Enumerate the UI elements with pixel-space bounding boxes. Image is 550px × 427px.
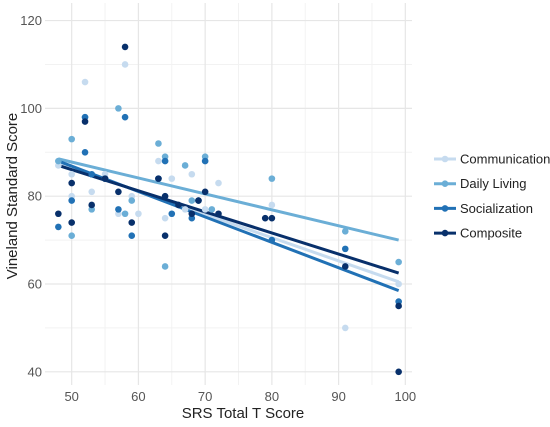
y-tick-label: 80 [28,189,42,204]
data-points [55,43,402,376]
legend-swatch-point [441,180,449,187]
socialization-point [115,206,122,213]
x-tick-label: 60 [131,389,145,404]
daily-living-point [395,258,402,266]
socialization-point [55,223,62,231]
communication-point [395,280,402,288]
daily-living-point [68,232,75,240]
x-tick-label: 90 [331,389,345,404]
socialization-point [121,113,129,121]
legend-label: Communication [460,152,550,167]
composite-point [161,232,169,240]
legend-swatch-point [441,205,449,212]
socialization-point [128,232,136,240]
composite-point [268,214,276,222]
x-tick-label: 80 [265,389,279,404]
socialization-point [81,148,89,156]
daily-living-trend-line [57,157,400,242]
socialization-point [88,170,96,178]
socialization-point [161,157,169,165]
composite-point [395,302,402,310]
composite-point [215,210,222,218]
composite-point [128,219,136,226]
daily-living-point [268,175,276,182]
composite-point [201,188,209,196]
communication-point [161,214,169,222]
composite-point [81,118,89,125]
trend-lines [57,157,400,292]
legend-swatch-point [441,229,449,237]
composite-point [261,214,269,222]
legend-item-composite: Composite [434,226,522,241]
composite-point [395,368,402,376]
composite-point [68,179,75,187]
daily-living-point [55,157,62,165]
daily-living-point [121,210,129,218]
daily-living-point [128,197,136,204]
socialization-point [168,210,176,218]
composite-point [195,197,202,204]
daily-living-point [115,105,122,112]
daily-living-point [341,228,349,235]
daily-living-point [155,140,162,147]
legend-label: Daily Living [460,176,526,191]
x-tick-label: 50 [64,389,78,404]
x-tick-label: 100 [394,389,416,404]
legend: Communication Daily Living Socialization Co… [434,152,550,241]
y-tick-label: 60 [28,277,42,292]
communication-point [201,206,209,213]
daily-living-point [188,197,196,204]
composite-point [115,188,122,196]
socialization-point [68,197,75,204]
communication-point [81,78,89,86]
daily-living-point [208,206,216,213]
legend-item-socialization: Socialization [434,201,533,216]
communication-point [341,324,349,332]
communication-point [68,170,75,178]
composite-point [68,219,75,226]
socialization-point [268,236,276,244]
legend-swatch-point [441,155,449,163]
communication-point [168,175,176,182]
socialization-point [341,245,349,253]
composite-point [121,43,129,51]
composite-point [188,210,196,218]
communication-point [135,210,142,218]
y-axis-title: Vineland Standard Score [4,113,21,280]
socialization-point [201,157,209,165]
communication-point [268,201,276,209]
daily-living-point [181,162,189,169]
x-axis-title: SRS Total T Score [182,405,305,422]
composite-point [341,263,349,270]
y-tick-label: 120 [20,13,42,28]
composite-point [101,175,109,182]
legend-item-daily-living: Daily Living [434,176,526,191]
communication-point [121,61,129,68]
legend-label: Socialization [460,201,533,216]
tick-labels: 50 60 70 80 90 100 40 60 80 100 120 [20,13,416,404]
x-tick-label: 70 [198,389,212,404]
legend-item-communication: Communication [434,152,550,167]
communication-point [215,179,222,187]
communication-point [88,188,96,196]
legend-label: Composite [460,226,522,241]
daily-living-point [68,135,75,143]
communication-point [155,157,162,165]
composite-point [55,210,62,218]
daily-living-point [161,263,169,270]
y-tick-label: 40 [28,364,42,379]
communication-point [188,170,196,178]
grid [45,3,412,385]
composite-trend-line [57,164,400,275]
y-tick-label: 100 [20,101,42,116]
composite-point [175,201,182,209]
composite-point [88,201,96,209]
composite-point [155,175,162,182]
composite-point [161,192,169,200]
communication-point [181,206,189,213]
